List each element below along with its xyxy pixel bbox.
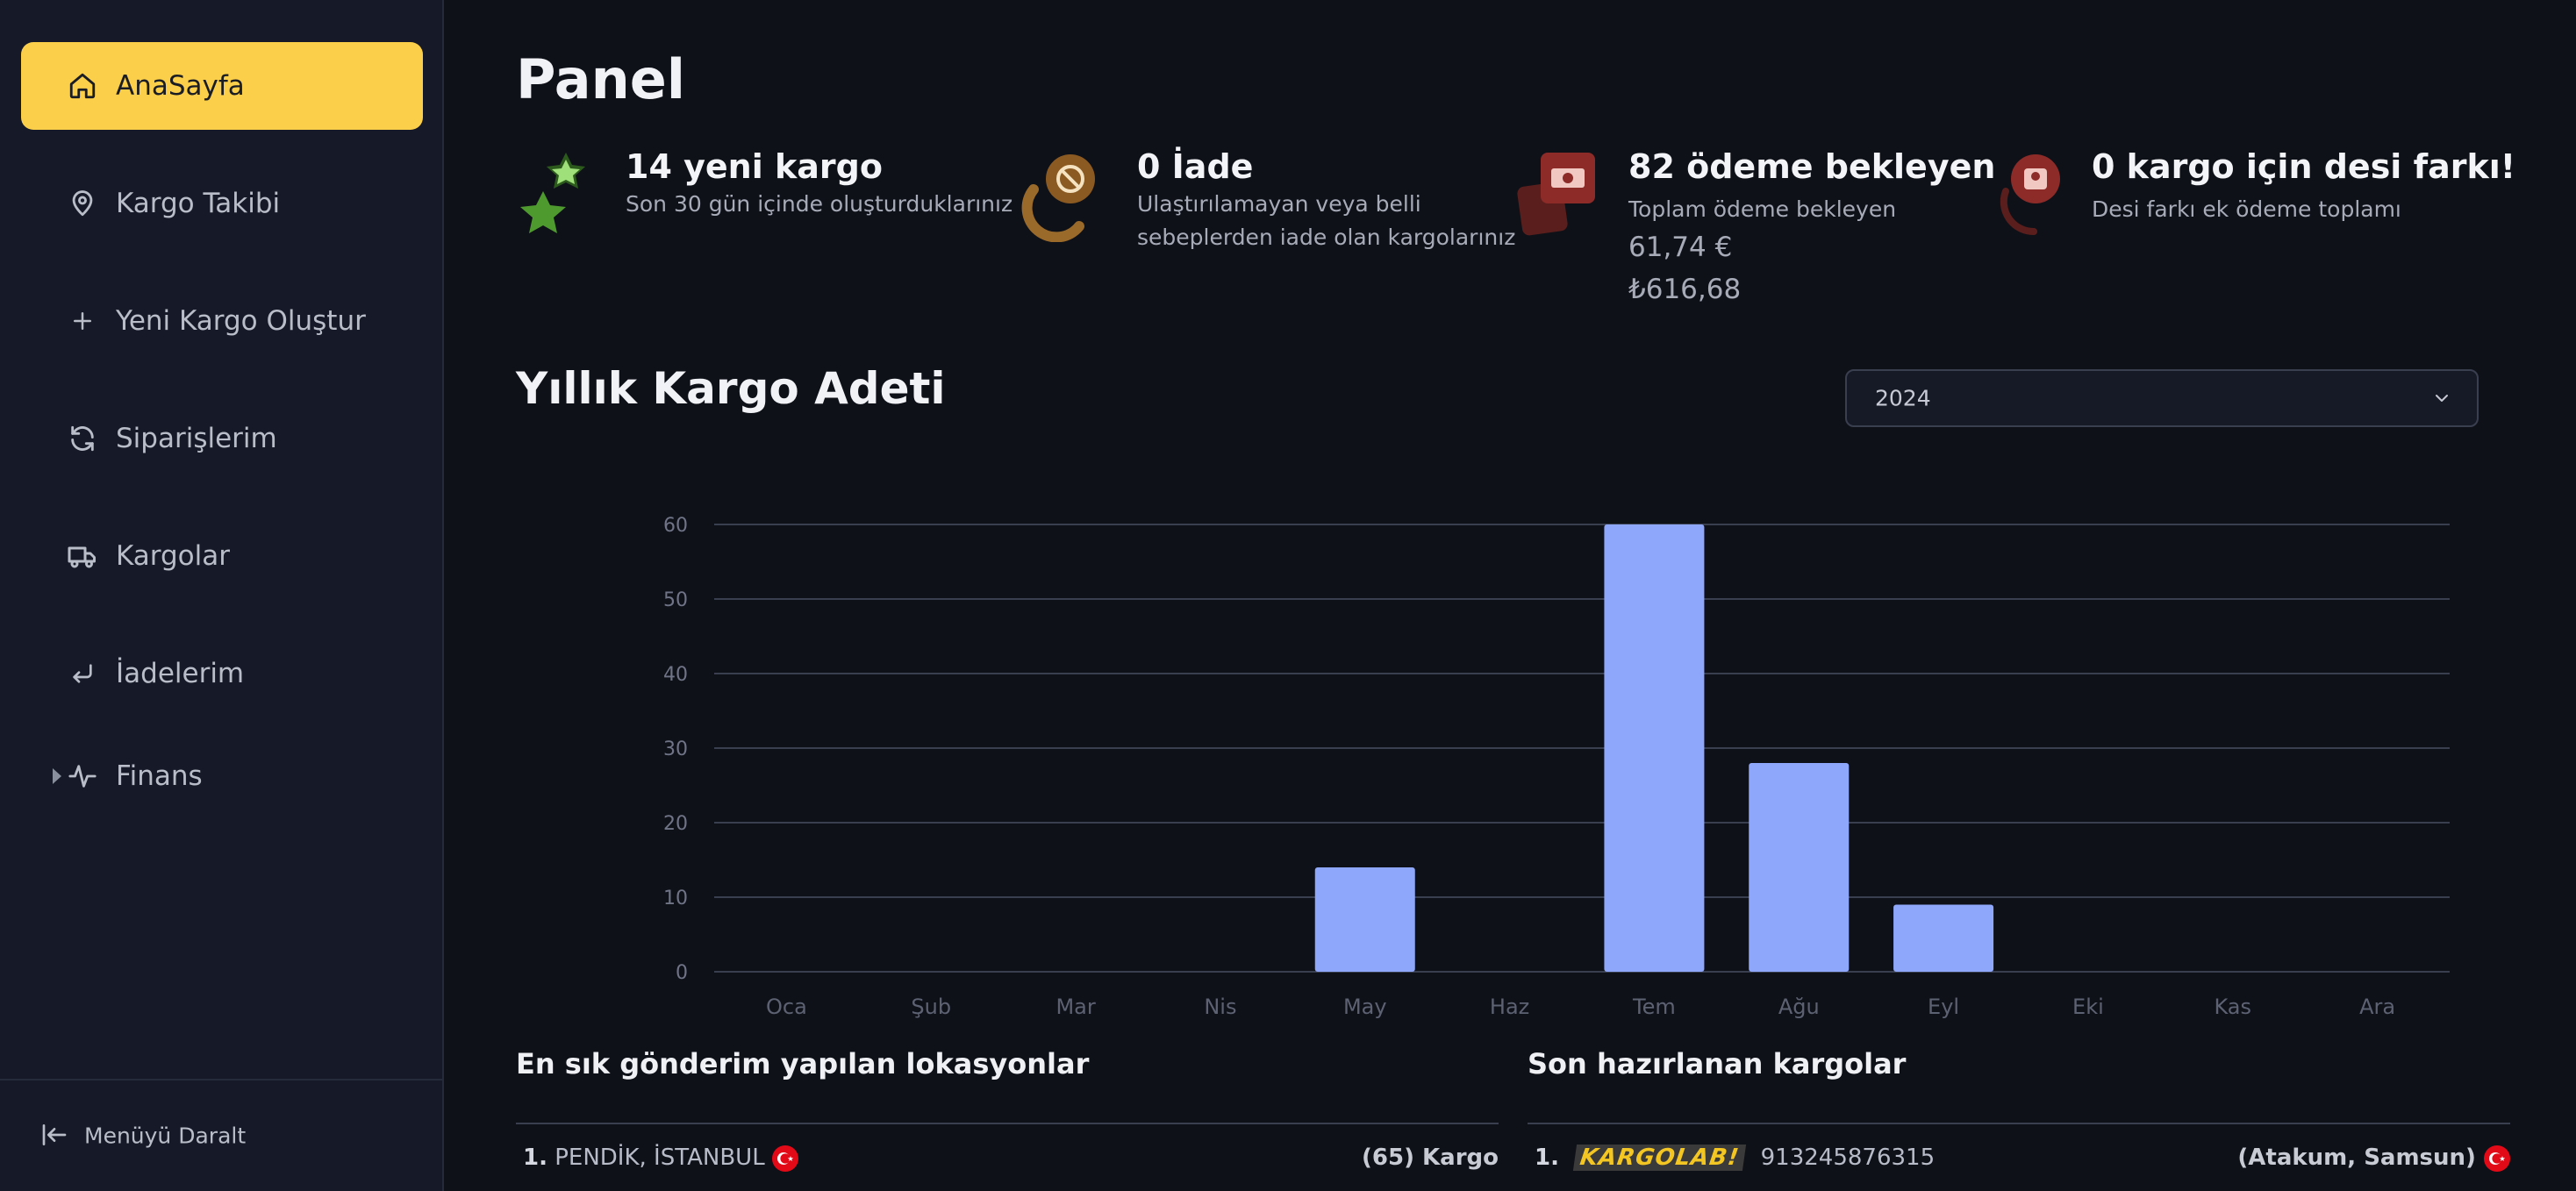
x-tick-label: Ara (2359, 995, 2395, 1019)
home-icon (67, 70, 98, 102)
x-tick-label: Eyl (1928, 995, 1959, 1019)
sidebar-item-label: Finans (116, 760, 203, 792)
section-title: Yıllık Kargo Adeti (516, 363, 946, 414)
location-rank: 1. (523, 1145, 547, 1171)
sidebar-item-label: Kargolar (116, 540, 230, 572)
sidebar-item-label: İadelerim (116, 658, 245, 689)
map-pin-icon (67, 188, 98, 219)
y-tick-label: 50 (663, 589, 688, 611)
recent-location: (Atakum, Samsun) (2237, 1145, 2476, 1171)
money-icon (1514, 147, 1609, 242)
x-tick-label: Oca (766, 995, 807, 1019)
location-count: (65) Kargo (1362, 1145, 1499, 1171)
sidebar-item-finans[interactable]: Finans (21, 732, 423, 820)
bar-chart: 0 10 20 30 40 50 60 Oca Şub Mar Nis May Haz Tem Ağu Eyl… (663, 515, 2450, 1019)
sidebar-item-iadelerim[interactable]: İadelerim (21, 630, 423, 717)
stat-amount-try: ₺616,68 (1628, 274, 1742, 305)
x-tick-label: Şub (911, 995, 951, 1019)
truck-icon (67, 540, 98, 572)
stat-subtitle-line1: Ulaştırılamayan veya belli (1137, 191, 1421, 217)
y-tick-label: 40 (663, 664, 688, 686)
y-tick-label: 10 (663, 888, 688, 909)
sidebar: AnaSayfa Kargo Takibi Yeni Kargo Oluştur… (0, 0, 444, 1191)
x-tick-label: Mar (1055, 995, 1095, 1019)
stat-title: 0 kargo için desi farkı! (2092, 147, 2516, 186)
year-select[interactable]: 2024 (1845, 369, 2479, 427)
caret-right-icon (53, 768, 61, 784)
sidebar-item-label: AnaSayfa (116, 70, 245, 102)
list-item[interactable]: 1. KARGOLAB! 913245876315 (Atakum, Samsu… (1535, 1145, 2510, 1180)
sidebar-item-label: Yeni Kargo Oluştur (116, 305, 366, 337)
sidebar-item-siparislerim[interactable]: Siparişlerim (21, 395, 423, 482)
stat-subtitle-line2: sebeplerden iade olan kargolarınız (1137, 225, 1516, 250)
chevron-down-icon (2431, 388, 2452, 409)
x-tick-label: Eki (2072, 995, 2104, 1019)
star-icon (512, 147, 606, 242)
divider (516, 1123, 1499, 1124)
page-title: Panel (516, 47, 686, 111)
x-tick-label: Ağu (1778, 995, 1820, 1019)
bar-May[interactable] (1314, 867, 1415, 972)
list-item: 1. PENDİK, İSTANBUL (65) Kargo (523, 1145, 1499, 1180)
block-icon (1018, 147, 1113, 243)
sidebar-item-label: Siparişlerim (116, 423, 277, 454)
location-name: PENDİK, İSTANBUL (555, 1145, 765, 1171)
bar-Ağu[interactable] (1749, 763, 1850, 972)
bar-Tem[interactable] (1604, 524, 1705, 972)
year-select-value: 2024 (1875, 385, 1931, 411)
turkey-flag-icon (2484, 1145, 2510, 1172)
collapse-menu-label: Menüyü Daralt (84, 1123, 247, 1149)
sidebar-item-label: Kargo Takibi (116, 188, 281, 219)
x-tick-label: Haz (1490, 995, 1529, 1019)
x-tick-label: Tem (1632, 995, 1676, 1019)
y-tick-label: 0 (676, 962, 688, 984)
return-arrow-icon (67, 658, 98, 689)
collapse-left-icon (40, 1121, 70, 1151)
stat-amount-eur: 61,74 € (1628, 232, 1733, 263)
refresh-icon (67, 423, 98, 454)
sidebar-item-kargolar[interactable]: Kargolar (21, 512, 423, 600)
stat-subtitle: Toplam ödeme bekleyen (1628, 196, 1897, 222)
collapse-menu-button[interactable]: Menüyü Daralt (0, 1079, 442, 1191)
stat-title: 0 İade (1137, 147, 1254, 186)
scale-icon (1983, 147, 2078, 242)
stat-subtitle: Son 30 gün içinde oluşturduklarınız (626, 191, 1013, 217)
sidebar-item-yeni-kargo[interactable]: Yeni Kargo Oluştur (21, 277, 423, 365)
activity-icon (67, 760, 98, 792)
stat-subtitle: Desi farkı ek ödeme toplamı (2092, 196, 2401, 222)
stat-title: 82 ödeme bekleyen (1628, 147, 1996, 186)
yearly-cargo-chart: 0 10 20 30 40 50 60 Oca Şub Mar Nis May Haz Tem Ağu Eyl… (446, 491, 2576, 1035)
turkey-flag-icon (771, 1145, 798, 1172)
y-tick-label: 30 (663, 738, 688, 760)
plus-icon (67, 305, 98, 337)
divider (1528, 1123, 2510, 1124)
recent-cargo-title: Son hazırlanan kargolar (1528, 1047, 1907, 1080)
x-tick-label: May (1343, 995, 1387, 1019)
x-tick-label: Kas (2214, 995, 2251, 1019)
stat-title: 14 yeni kargo (626, 147, 883, 186)
sidebar-item-kargo-takibi[interactable]: Kargo Takibi (21, 160, 423, 247)
bar-Eyl[interactable] (1893, 904, 1994, 973)
sidebar-item-anasayfa[interactable]: AnaSayfa (21, 42, 423, 130)
main-content: Panel 14 yeni kargo Son 30 gün içinde ol… (446, 0, 2576, 1191)
x-tick-label: Nis (1204, 995, 1236, 1019)
locations-title: En sık gönderim yapılan lokasyonlar (516, 1047, 1090, 1080)
carrier-logo: KARGOLAB! (1573, 1145, 1747, 1171)
y-tick-label: 20 (663, 813, 688, 835)
tracking-number: 913245876315 (1760, 1145, 1936, 1171)
y-tick-label: 60 (663, 515, 688, 537)
recent-rank: 1. (1535, 1145, 1559, 1171)
